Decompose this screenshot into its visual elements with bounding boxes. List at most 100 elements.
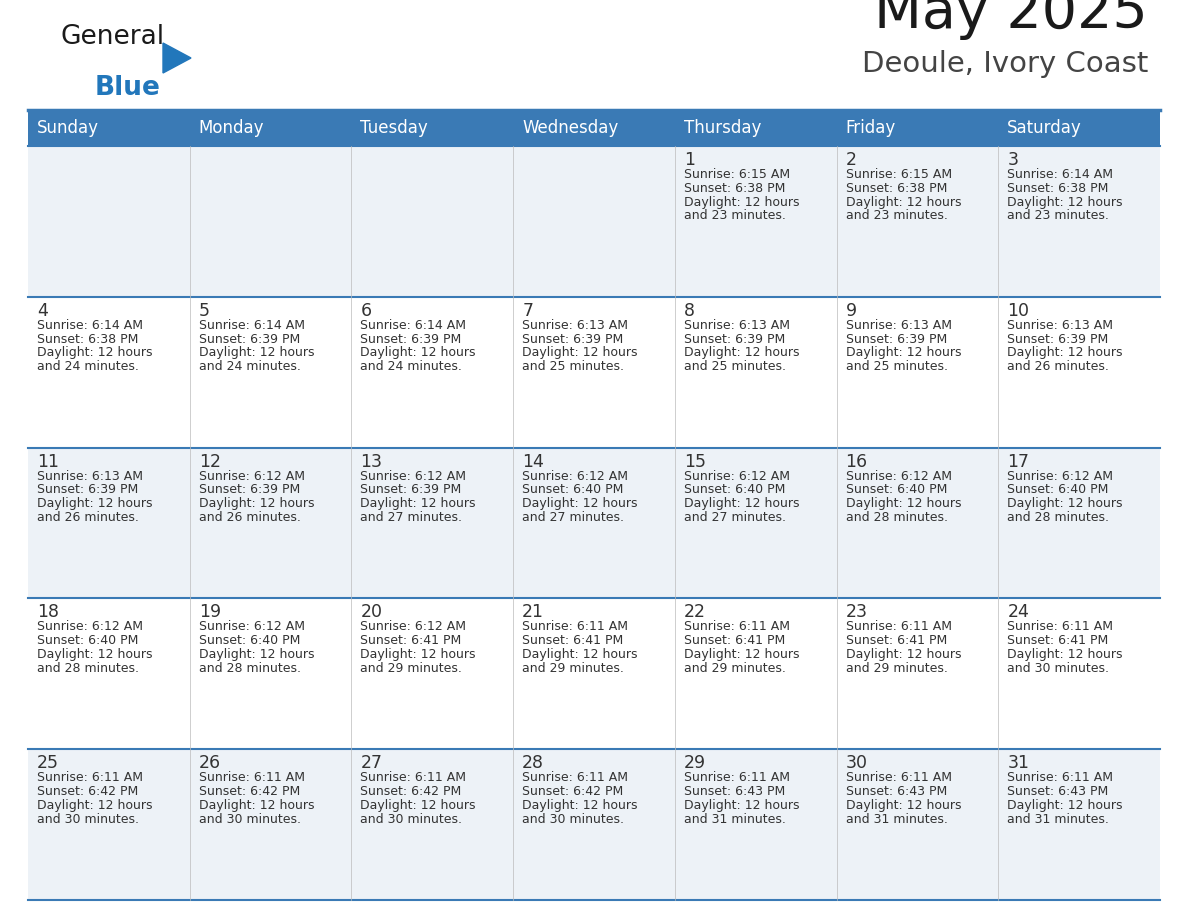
Text: Deoule, Ivory Coast: Deoule, Ivory Coast <box>861 50 1148 78</box>
Bar <box>513 146 675 297</box>
Text: Sunrise: 6:12 AM: Sunrise: 6:12 AM <box>1007 470 1113 483</box>
Text: Daylight: 12 hours: Daylight: 12 hours <box>523 346 638 360</box>
Text: 28: 28 <box>523 755 544 772</box>
Text: 25: 25 <box>37 755 59 772</box>
Text: 11: 11 <box>37 453 59 471</box>
Bar <box>836 297 998 448</box>
Text: Daylight: 12 hours: Daylight: 12 hours <box>360 799 476 812</box>
Bar <box>513 749 675 900</box>
Text: Sunset: 6:38 PM: Sunset: 6:38 PM <box>846 182 947 195</box>
Text: and 24 minutes.: and 24 minutes. <box>360 360 462 374</box>
Bar <box>836 110 998 146</box>
Text: 23: 23 <box>846 603 867 621</box>
Text: Sunset: 6:40 PM: Sunset: 6:40 PM <box>198 634 301 647</box>
Text: Daylight: 12 hours: Daylight: 12 hours <box>360 346 476 360</box>
Text: Daylight: 12 hours: Daylight: 12 hours <box>360 498 476 510</box>
Text: 21: 21 <box>523 603 544 621</box>
Text: Sunset: 6:42 PM: Sunset: 6:42 PM <box>523 785 624 798</box>
Text: Sunrise: 6:11 AM: Sunrise: 6:11 AM <box>846 621 952 633</box>
Text: 14: 14 <box>523 453 544 471</box>
Text: Sunset: 6:41 PM: Sunset: 6:41 PM <box>1007 634 1108 647</box>
Polygon shape <box>163 43 191 73</box>
Text: 2: 2 <box>846 151 857 169</box>
Text: Daylight: 12 hours: Daylight: 12 hours <box>1007 648 1123 661</box>
Text: 15: 15 <box>684 453 706 471</box>
Text: Daylight: 12 hours: Daylight: 12 hours <box>37 498 152 510</box>
Text: Blue: Blue <box>95 75 160 101</box>
Text: and 25 minutes.: and 25 minutes. <box>846 360 948 374</box>
Text: Sunset: 6:43 PM: Sunset: 6:43 PM <box>846 785 947 798</box>
Text: Daylight: 12 hours: Daylight: 12 hours <box>360 648 476 661</box>
Text: Sunset: 6:38 PM: Sunset: 6:38 PM <box>1007 182 1108 195</box>
Bar <box>190 599 352 749</box>
Text: Sunrise: 6:11 AM: Sunrise: 6:11 AM <box>684 621 790 633</box>
Text: Sunset: 6:39 PM: Sunset: 6:39 PM <box>846 332 947 345</box>
Text: and 28 minutes.: and 28 minutes. <box>37 662 139 675</box>
Bar <box>190 110 352 146</box>
Text: and 29 minutes.: and 29 minutes. <box>360 662 462 675</box>
Text: Sunrise: 6:12 AM: Sunrise: 6:12 AM <box>684 470 790 483</box>
Bar <box>675 448 836 599</box>
Bar <box>29 749 190 900</box>
Text: Sunrise: 6:13 AM: Sunrise: 6:13 AM <box>846 319 952 331</box>
Text: Sunset: 6:40 PM: Sunset: 6:40 PM <box>523 484 624 497</box>
Text: Sunset: 6:39 PM: Sunset: 6:39 PM <box>523 332 624 345</box>
Text: Sunset: 6:40 PM: Sunset: 6:40 PM <box>37 634 138 647</box>
Text: 3: 3 <box>1007 151 1018 169</box>
Text: Sunset: 6:40 PM: Sunset: 6:40 PM <box>846 484 947 497</box>
Bar <box>836 448 998 599</box>
Text: and 23 minutes.: and 23 minutes. <box>846 209 948 222</box>
Text: Daylight: 12 hours: Daylight: 12 hours <box>523 648 638 661</box>
Text: 8: 8 <box>684 302 695 319</box>
Text: Saturday: Saturday <box>1007 119 1082 137</box>
Text: 24: 24 <box>1007 603 1029 621</box>
Text: and 31 minutes.: and 31 minutes. <box>684 812 785 825</box>
Text: and 23 minutes.: and 23 minutes. <box>684 209 785 222</box>
Text: Daylight: 12 hours: Daylight: 12 hours <box>846 196 961 208</box>
Bar <box>836 599 998 749</box>
Text: and 30 minutes.: and 30 minutes. <box>360 812 462 825</box>
Text: and 29 minutes.: and 29 minutes. <box>684 662 785 675</box>
Bar <box>352 448 513 599</box>
Text: Sunrise: 6:11 AM: Sunrise: 6:11 AM <box>1007 621 1113 633</box>
Text: and 30 minutes.: and 30 minutes. <box>198 812 301 825</box>
Text: 12: 12 <box>198 453 221 471</box>
Bar <box>998 110 1159 146</box>
Bar <box>190 448 352 599</box>
Text: Sunset: 6:39 PM: Sunset: 6:39 PM <box>198 332 299 345</box>
Text: Sunday: Sunday <box>37 119 99 137</box>
Text: and 28 minutes.: and 28 minutes. <box>1007 511 1110 524</box>
Text: Sunrise: 6:11 AM: Sunrise: 6:11 AM <box>523 621 628 633</box>
Text: Daylight: 12 hours: Daylight: 12 hours <box>846 799 961 812</box>
Text: Friday: Friday <box>846 119 896 137</box>
Text: and 24 minutes.: and 24 minutes. <box>37 360 139 374</box>
Text: 6: 6 <box>360 302 372 319</box>
Text: 1: 1 <box>684 151 695 169</box>
Bar <box>513 110 675 146</box>
Text: Sunrise: 6:11 AM: Sunrise: 6:11 AM <box>846 771 952 784</box>
Text: and 31 minutes.: and 31 minutes. <box>1007 812 1110 825</box>
Text: Sunset: 6:39 PM: Sunset: 6:39 PM <box>360 484 462 497</box>
Text: and 25 minutes.: and 25 minutes. <box>684 360 785 374</box>
Text: 10: 10 <box>1007 302 1029 319</box>
Text: Daylight: 12 hours: Daylight: 12 hours <box>198 799 314 812</box>
Text: Daylight: 12 hours: Daylight: 12 hours <box>1007 498 1123 510</box>
Text: Monday: Monday <box>198 119 264 137</box>
Bar <box>675 749 836 900</box>
Text: Sunrise: 6:11 AM: Sunrise: 6:11 AM <box>684 771 790 784</box>
Text: Thursday: Thursday <box>684 119 762 137</box>
Bar <box>998 297 1159 448</box>
Text: Sunrise: 6:14 AM: Sunrise: 6:14 AM <box>360 319 467 331</box>
Bar <box>352 110 513 146</box>
Text: Sunset: 6:40 PM: Sunset: 6:40 PM <box>1007 484 1108 497</box>
Bar <box>29 448 190 599</box>
Bar <box>29 146 190 297</box>
Text: Sunrise: 6:11 AM: Sunrise: 6:11 AM <box>360 771 467 784</box>
Text: and 24 minutes.: and 24 minutes. <box>198 360 301 374</box>
Bar <box>675 110 836 146</box>
Text: Sunrise: 6:12 AM: Sunrise: 6:12 AM <box>198 470 304 483</box>
Text: 4: 4 <box>37 302 48 319</box>
Text: Daylight: 12 hours: Daylight: 12 hours <box>846 346 961 360</box>
Text: Daylight: 12 hours: Daylight: 12 hours <box>684 346 800 360</box>
Text: Daylight: 12 hours: Daylight: 12 hours <box>1007 799 1123 812</box>
